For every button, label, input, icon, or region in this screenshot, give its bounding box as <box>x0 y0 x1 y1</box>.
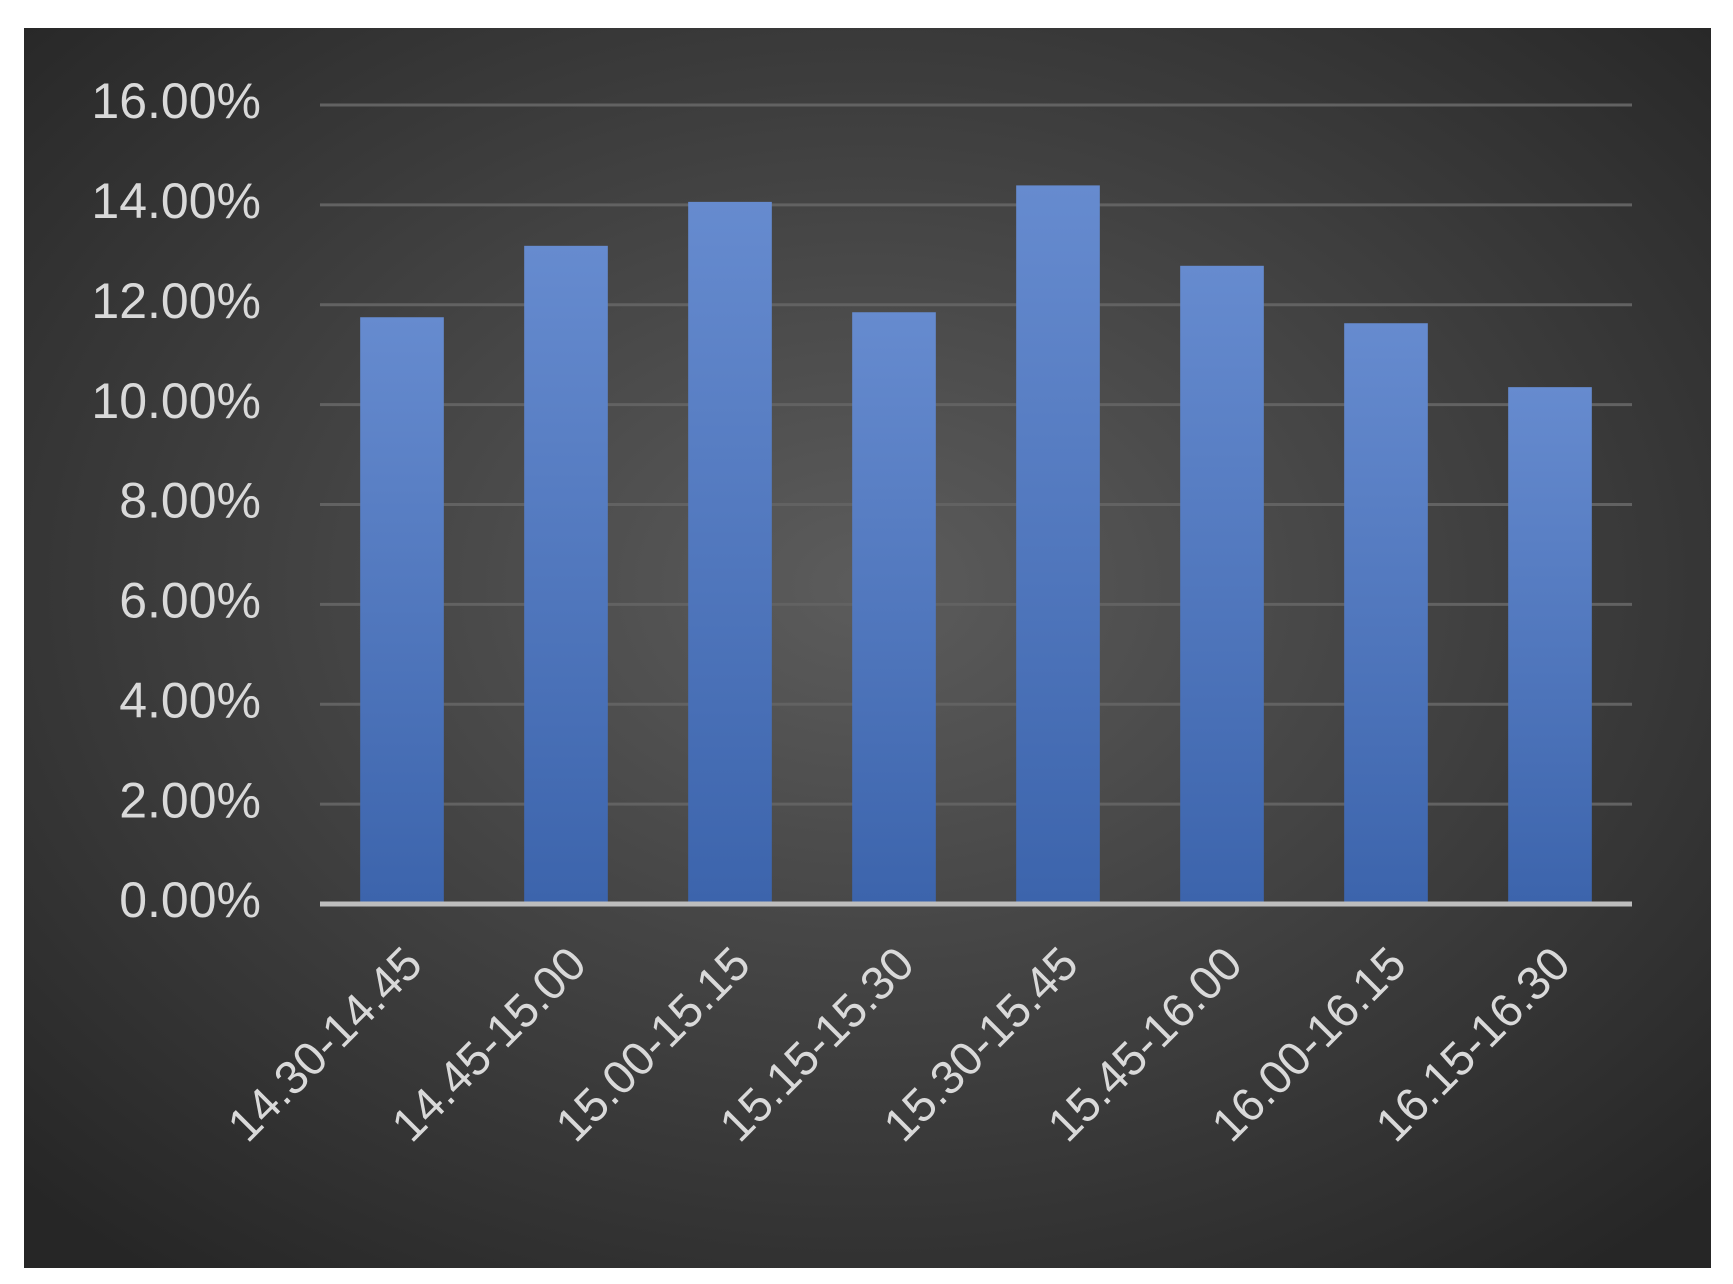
y-tick-label: 12.00% <box>91 273 261 329</box>
bar <box>1508 387 1592 905</box>
y-tick-label: 0.00% <box>119 872 261 928</box>
y-tick-label: 14.00% <box>91 173 261 229</box>
bar <box>524 245 608 905</box>
bar <box>360 317 444 904</box>
y-tick-label: 6.00% <box>119 573 261 629</box>
y-tick-label: 4.00% <box>119 672 261 728</box>
bar <box>1344 323 1428 904</box>
bar <box>1016 185 1100 905</box>
bar <box>1180 265 1264 905</box>
bar <box>852 312 936 905</box>
y-tick-label: 10.00% <box>91 373 261 429</box>
y-tick-label: 8.00% <box>119 473 261 529</box>
y-tick-label: 16.00% <box>91 73 261 129</box>
y-tick-label: 2.00% <box>119 772 261 828</box>
bar <box>688 201 772 904</box>
